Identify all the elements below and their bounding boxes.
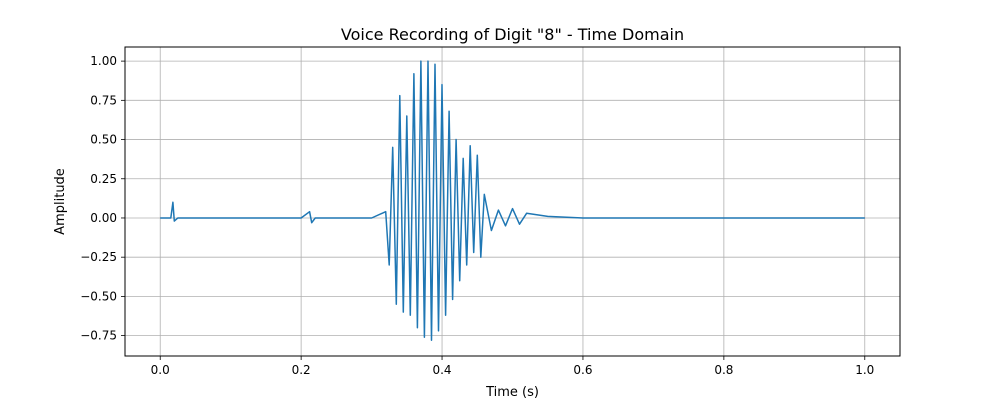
waveform-line	[160, 60, 865, 342]
x-tick-label: 0.0	[151, 363, 170, 377]
y-tick-label: 1.00	[90, 54, 117, 68]
x-tick-label: 0.2	[292, 363, 311, 377]
x-axis-label: Time (s)	[485, 385, 539, 400]
y-tick-label: 0.50	[90, 133, 117, 147]
y-tick-label: 0.25	[90, 172, 117, 186]
chart-title: Voice Recording of Digit "8" - Time Doma…	[341, 25, 684, 44]
y-axis-label: Amplitude	[53, 168, 68, 235]
x-tick-label: 0.8	[714, 363, 733, 377]
x-tick-label: 0.6	[573, 363, 592, 377]
y-tick-label: 0.00	[90, 211, 117, 225]
y-tick-label: −0.25	[80, 250, 117, 264]
y-axis-ticks: −0.75 −0.50 −0.25 0.00 0.25 0.50 0.75 1.00	[80, 54, 125, 343]
y-tick-label: −0.50	[80, 289, 117, 303]
x-tick-label: 0.4	[432, 363, 451, 377]
plot-frame	[124, 46, 901, 357]
x-axis-ticks: 0.0 0.2 0.4 0.6 0.8 1.0	[151, 356, 874, 377]
y-tick-label: −0.75	[80, 329, 117, 343]
y-tick-label: 0.75	[90, 93, 117, 107]
x-tick-label: 1.0	[855, 363, 874, 377]
waveform-series	[160, 60, 865, 342]
